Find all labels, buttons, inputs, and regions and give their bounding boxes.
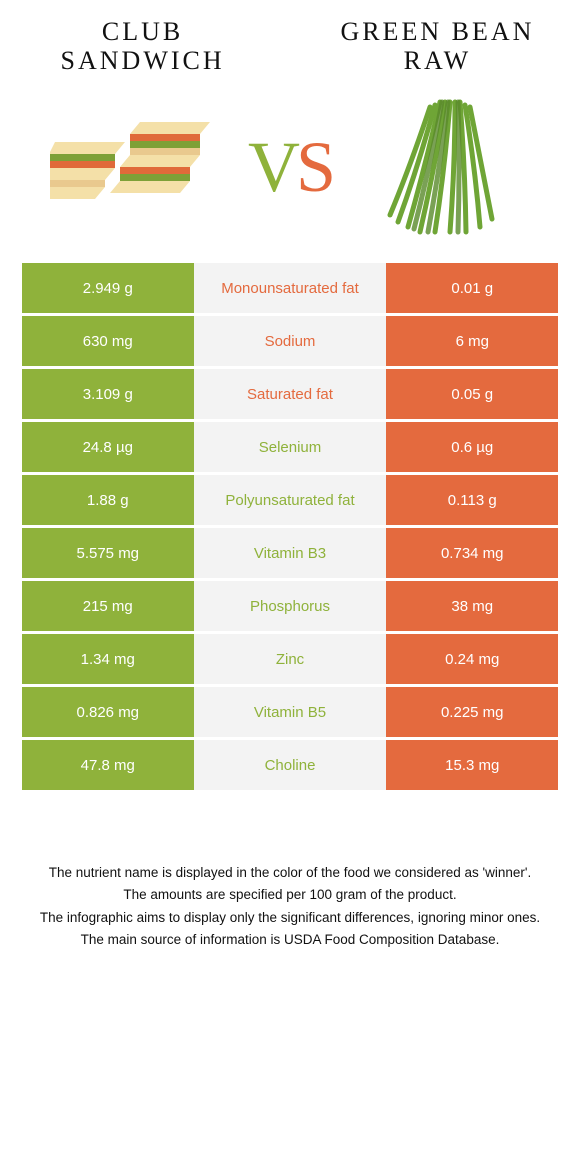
- value-left: 1.88 g: [22, 475, 194, 525]
- table-row: 630 mgSodium6 mg: [22, 316, 558, 369]
- nutrient-table: 2.949 gMonounsaturated fat0.01 g630 mgSo…: [22, 263, 558, 793]
- title-right: GREEN BEAN RAW: [317, 18, 558, 75]
- nutrient-label: Polyunsaturated fat: [194, 475, 387, 525]
- footer-line: The nutrient name is displayed in the co…: [26, 863, 554, 883]
- table-row: 0.826 mgVitamin B50.225 mg: [22, 687, 558, 740]
- hero-row: VS: [22, 97, 558, 237]
- value-right: 0.01 g: [386, 263, 558, 313]
- value-right: 0.24 mg: [386, 634, 558, 684]
- image-right: [333, 97, 558, 237]
- nutrient-label: Vitamin B5: [194, 687, 387, 737]
- value-left: 2.949 g: [22, 263, 194, 313]
- vs-label: VS: [248, 126, 332, 209]
- nutrient-label: Phosphorus: [194, 581, 387, 631]
- table-row: 24.8 µgSelenium0.6 µg: [22, 422, 558, 475]
- value-right: 0.113 g: [386, 475, 558, 525]
- title-left: CLUB SANDWICH: [22, 18, 263, 75]
- value-right: 0.6 µg: [386, 422, 558, 472]
- value-right: 6 mg: [386, 316, 558, 366]
- table-row: 1.34 mgZinc0.24 mg: [22, 634, 558, 687]
- vs-s: S: [296, 127, 332, 207]
- value-right: 38 mg: [386, 581, 558, 631]
- nutrient-label: Selenium: [194, 422, 387, 472]
- greenbean-icon: [380, 97, 510, 237]
- nutrient-label: Monounsaturated fat: [194, 263, 387, 313]
- nutrient-label: Saturated fat: [194, 369, 387, 419]
- footer-line: The main source of information is USDA F…: [26, 930, 554, 950]
- table-row: 3.109 gSaturated fat0.05 g: [22, 369, 558, 422]
- table-row: 2.949 gMonounsaturated fat0.01 g: [22, 263, 558, 316]
- image-left: [22, 112, 247, 222]
- value-right: 15.3 mg: [386, 740, 558, 790]
- nutrient-label: Sodium: [194, 316, 387, 366]
- nutrient-label: Vitamin B3: [194, 528, 387, 578]
- footer-line: The amounts are specified per 100 gram o…: [26, 885, 554, 905]
- value-left: 3.109 g: [22, 369, 194, 419]
- value-right: 0.05 g: [386, 369, 558, 419]
- value-left: 215 mg: [22, 581, 194, 631]
- value-left: 0.826 mg: [22, 687, 194, 737]
- nutrient-label: Zinc: [194, 634, 387, 684]
- title-row: CLUB SANDWICH GREEN BEAN RAW: [22, 18, 558, 75]
- sandwich-icon: [50, 112, 220, 222]
- value-left: 47.8 mg: [22, 740, 194, 790]
- value-left: 5.575 mg: [22, 528, 194, 578]
- vs-v: V: [248, 127, 296, 207]
- value-left: 1.34 mg: [22, 634, 194, 684]
- footer-line: The infographic aims to display only the…: [26, 908, 554, 928]
- table-row: 1.88 gPolyunsaturated fat0.113 g: [22, 475, 558, 528]
- table-row: 47.8 mgCholine15.3 mg: [22, 740, 558, 793]
- value-left: 24.8 µg: [22, 422, 194, 472]
- footer-notes: The nutrient name is displayed in the co…: [22, 863, 558, 950]
- table-row: 5.575 mgVitamin B30.734 mg: [22, 528, 558, 581]
- infographic: CLUB SANDWICH GREEN BEAN RAW: [0, 0, 580, 950]
- table-row: 215 mgPhosphorus38 mg: [22, 581, 558, 634]
- nutrient-label: Choline: [194, 740, 387, 790]
- value-right: 0.734 mg: [386, 528, 558, 578]
- value-right: 0.225 mg: [386, 687, 558, 737]
- value-left: 630 mg: [22, 316, 194, 366]
